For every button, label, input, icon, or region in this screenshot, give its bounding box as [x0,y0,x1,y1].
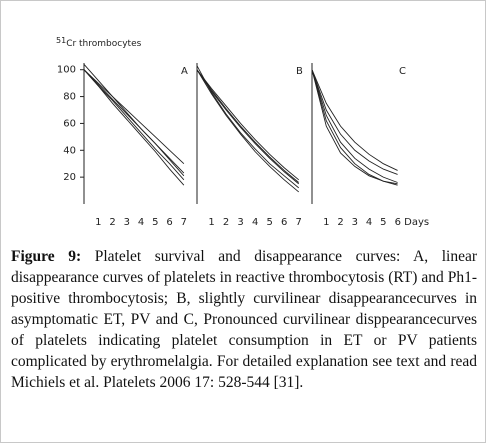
y-axis-title-sup: 51 [56,36,66,45]
x-tick-label: 5 [152,217,158,228]
y-tick-label: 20 [63,172,76,183]
x-tick-label: 6 [166,217,172,228]
x-tick-label: 1 [323,217,329,228]
x-tick-label: 2 [109,217,115,228]
x-tick-label: 1 [95,217,101,228]
panel-label: B [296,66,303,77]
x-tick-label: 7 [181,217,187,228]
y-tick-label: 100 [57,65,76,76]
x-tick-label: 2 [337,217,343,228]
x-tick-label: 5 [380,217,386,228]
y-axis-title: 51Cr thrombocytes [56,36,142,49]
line [196,69,300,181]
line [311,69,398,183]
line [196,65,300,189]
x-tick-label: 3 [237,217,243,228]
line [83,69,185,165]
line [311,69,398,185]
line [311,69,398,175]
line [83,64,185,177]
y-tick-label: 60 [63,118,76,129]
panel-label: C [399,66,406,77]
y-tick-label: 40 [63,145,76,156]
panel-label: A [181,66,188,77]
x-tick-label: 4 [366,217,372,228]
line [83,69,185,186]
line [311,69,398,171]
line [196,69,300,183]
x-tick-label: 2 [223,217,229,228]
x-tick-label: 3 [352,217,358,228]
x-tick-label: 1 [208,217,214,228]
y-axis-title-main: Cr thrombocytes [66,39,141,49]
caption-text: Platelet survival and disappearance curv… [11,248,477,391]
x-tick-label: 3 [124,217,130,228]
line [196,69,300,193]
line [196,69,300,185]
y-tick-label: 80 [63,92,76,103]
x-tick-label: 5 [266,217,272,228]
caption-label: Figure 9: [11,248,82,265]
x-tick-label: 6 Days [395,217,430,228]
caption: Figure 9: Platelet survival and disappea… [11,246,477,393]
x-tick-label: 4 [138,217,144,228]
x-tick-label: 6 [281,217,287,228]
x-tick-label: 4 [252,217,258,228]
x-tick-label: 7 [296,217,302,228]
line [311,69,398,186]
